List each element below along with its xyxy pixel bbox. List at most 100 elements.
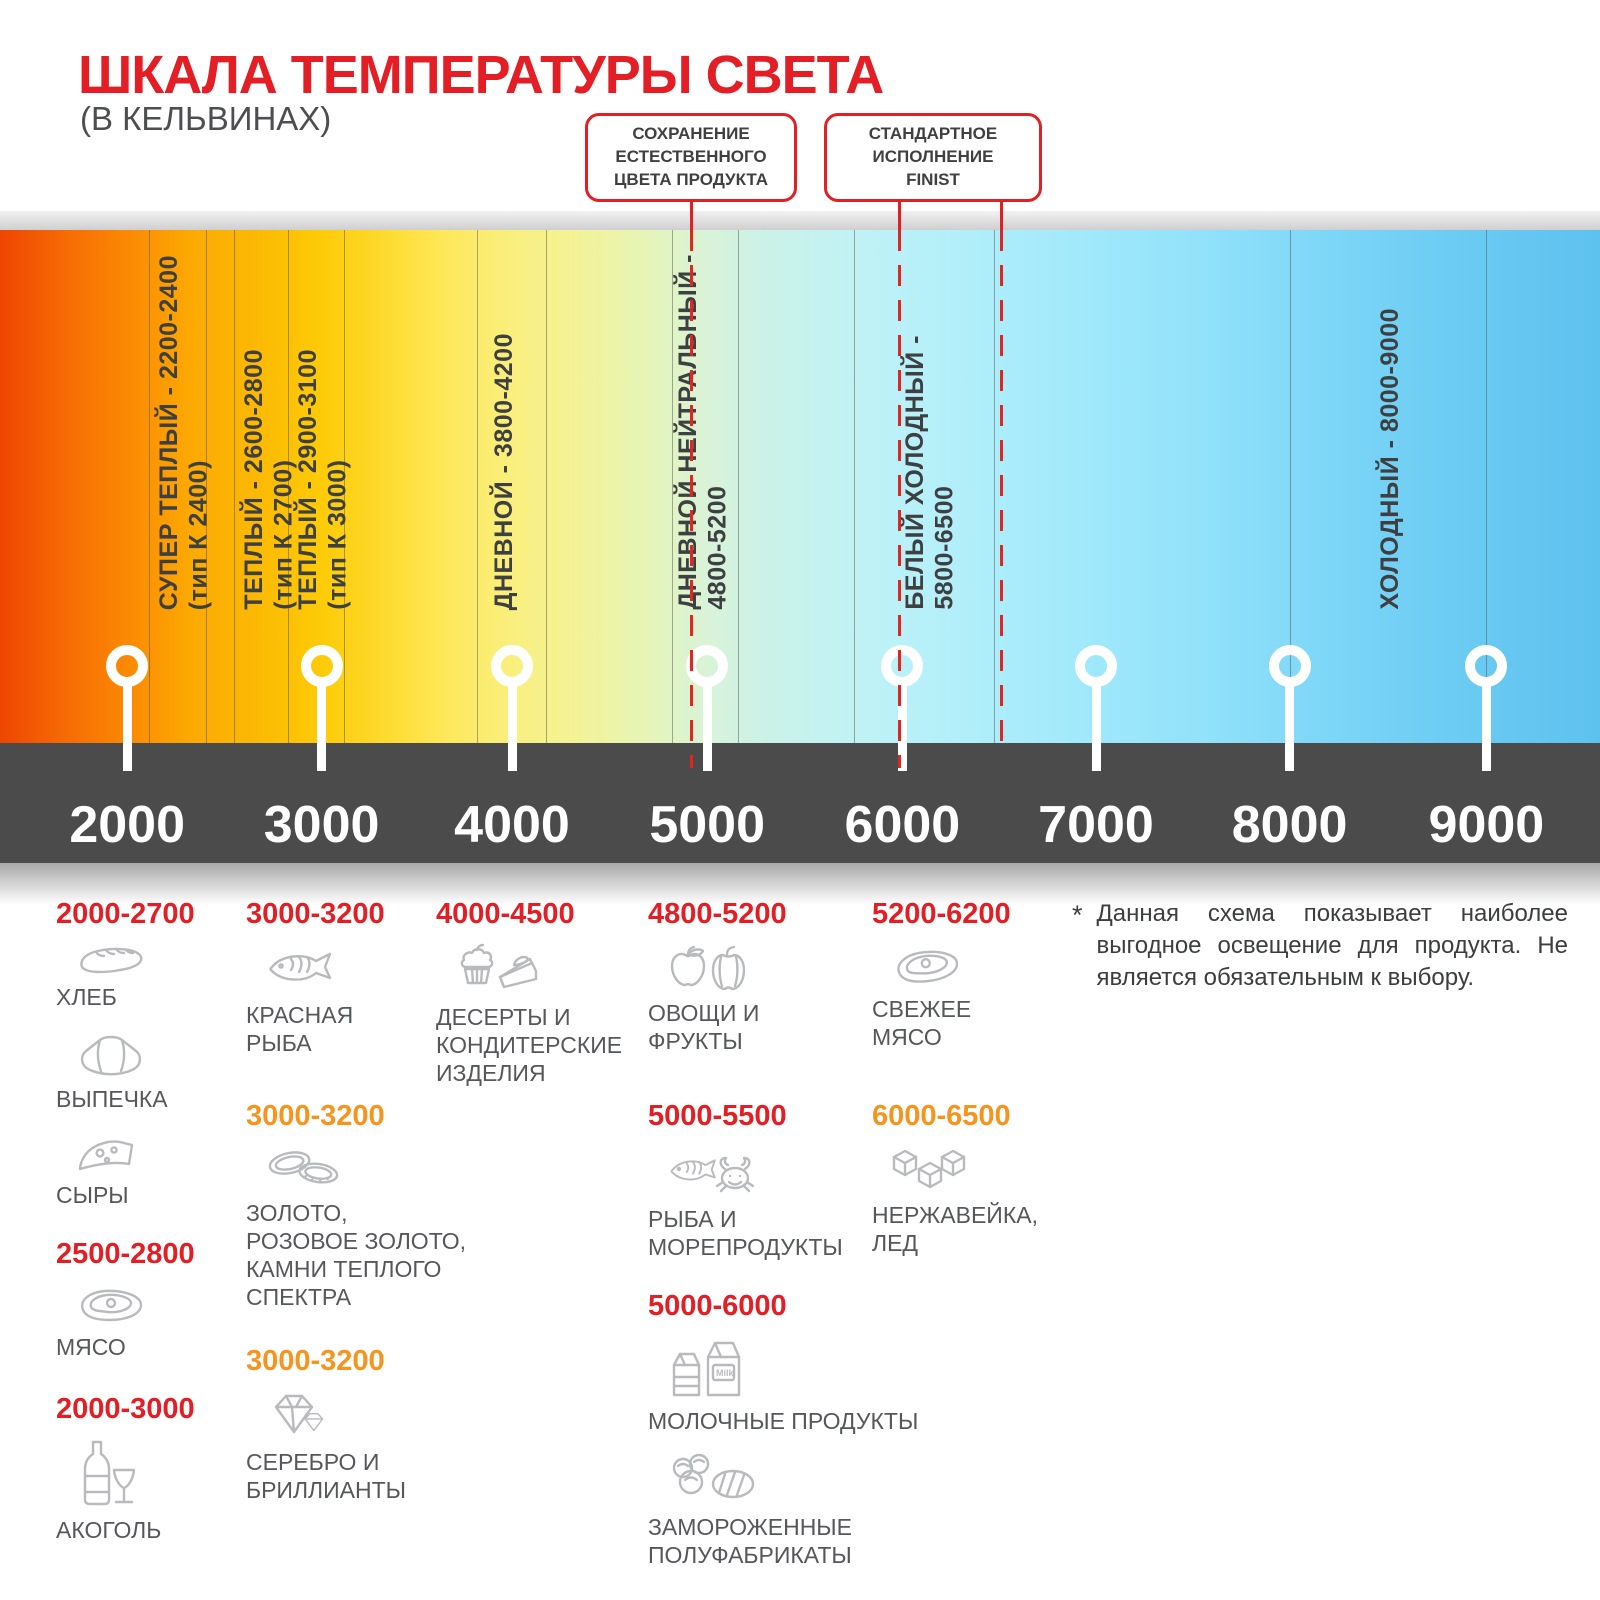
- band-label-warm-3000: ТЕПЛЫЙ - 2900-3100 (тип К 3000): [294, 349, 352, 610]
- range-heading: 2000-3000: [56, 1393, 195, 1425]
- page-subtitle: (В КЕЛЬВИНАХ): [80, 100, 332, 137]
- product-label: МОЛОЧНЫЕ ПРОДУКТЫ: [648, 1408, 919, 1434]
- product-item-silver-diamonds: СЕРЕБРО И БРИЛЛИАНТЫ: [246, 1390, 446, 1504]
- product-group-3000-3200-fish: 3000-3200 КРАСНАЯ РЫБА: [246, 898, 446, 1073]
- band-label-super-warm: СУПЕР ТЕПЛЫЙ - 2200-2400 (тип К 2400): [155, 254, 213, 610]
- range-heading: 5200-6200: [872, 898, 1011, 930]
- range-heading: 3000-3200: [246, 1345, 385, 1377]
- axis-tick-9000: 9000: [1428, 796, 1545, 854]
- range-heading: 2000-2700: [56, 898, 195, 930]
- product-group-2500-2800: 2500-2800 МЯСО: [56, 1238, 246, 1377]
- product-item-cheese: СЫРЫ: [56, 1129, 246, 1209]
- range-heading: 2500-2800: [56, 1238, 195, 1270]
- page-title: ШКАЛА ТЕМПЕРАТУРЫ СВЕТА: [78, 45, 884, 105]
- svg-text:Milk: Milk: [716, 1368, 734, 1378]
- axis-tick-8000: 8000: [1231, 796, 1348, 854]
- axis-tick-4000: 4000: [454, 796, 570, 854]
- product-item-desserts: ДЕСЕРТЫ И КОНДИТЕРСКИЕ ИЗДЕЛИЯ: [436, 943, 646, 1087]
- product-item-dairy: Milk МОЛОЧНЫЕ ПРОДУКТЫ: [648, 1335, 938, 1435]
- product-item-seafood: РЫБА И МОРЕПРОДУКТЫ: [648, 1145, 908, 1261]
- product-item-red-fish: КРАСНАЯ РЫБА: [246, 943, 446, 1057]
- gridline: [288, 230, 289, 743]
- product-label: СЕРЕБРО И БРИЛЛИАНТЫ: [246, 1449, 407, 1504]
- frozen-icon: [672, 1453, 755, 1499]
- callout-leg-5000: [689, 200, 693, 231]
- gridline: [148, 230, 150, 743]
- product-item-vegetables: ОВОЩИ И ФРУКТЫ: [648, 943, 908, 1055]
- product-group-3000-3200-silver: 3000-3200 СЕРЕБРО И БРИЛЛИАНТЫ: [246, 1345, 446, 1520]
- range-heading: 6000-6500: [872, 1100, 1011, 1132]
- pin-7000: [1075, 645, 1117, 771]
- axis-tick-7000: 7000: [1038, 796, 1154, 854]
- band-label-daylight: ДНЕВНОЙ - 3800-4200: [489, 332, 518, 610]
- product-label: СЫРЫ: [56, 1182, 129, 1209]
- product-label: КРАСНАЯ РЫБА: [246, 1002, 354, 1057]
- callout-leg-6500: [1000, 200, 1003, 231]
- range-heading: 3000-3200: [246, 1100, 385, 1132]
- gridline: [233, 230, 235, 743]
- vegetables-icon: [670, 945, 746, 991]
- axis-tick-3000: 3000: [263, 796, 380, 854]
- gridline: [737, 230, 739, 743]
- product-group-5200-6200: 5200-6200 СВЕЖЕЕ МЯСО: [872, 898, 1072, 1067]
- seafood-icon: [670, 1156, 755, 1193]
- ice-icon: [892, 1149, 966, 1189]
- bread-icon: [80, 947, 143, 974]
- footnote-text: Данная схема показывает наиболее выгодно…: [1096, 900, 1568, 991]
- product-label: НЕРЖАВЕЙКА, ЛЕД: [872, 1202, 1038, 1257]
- callout-finist-standard: СТАНДАРТНОЕ ИСПОЛНЕНИЕ FINIST: [824, 113, 1042, 202]
- guide-dash-6000: [897, 230, 901, 768]
- product-group-6000-6500: 6000-6500 НЕРЖАВЕЙКА, ЛЕД: [872, 1100, 1082, 1273]
- product-label: ВЫПЕЧКА: [56, 1086, 168, 1113]
- meat-icon: [80, 1289, 143, 1322]
- product-item-ice: НЕРЖАВЕЙКА, ЛЕД: [872, 1145, 1082, 1257]
- product-label: ЗАМОРОЖЕННЫЕ ПОЛУФАБРИКАТЫ: [648, 1514, 853, 1569]
- product-group-2000-2700: 2000-2700 ХЛЕБ ВЫПЕЧКА СЫРЫ: [56, 898, 246, 1225]
- product-label: ДЕСЕРТЫ И КОНДИТЕРСКИЕ ИЗДЕЛИЯ: [436, 1004, 623, 1087]
- product-label: РЫБА И МОРЕПРОДУКТЫ: [648, 1206, 843, 1261]
- range-heading: 4800-5200: [648, 898, 787, 930]
- pin-8000: [1268, 645, 1311, 771]
- gridline: [206, 230, 208, 743]
- cheese-icon: [78, 1140, 134, 1171]
- axis-tick-2000: 2000: [69, 796, 186, 854]
- band-label-warm-2700: ТЕПЛЫЙ - 2600-2800 (тип К 2700): [240, 349, 298, 610]
- band-label-cold: ХОЛОДНЫЙ - 8000-9000: [1376, 308, 1404, 610]
- gridline: [854, 230, 856, 743]
- range-heading: 5000-6000: [648, 1290, 787, 1322]
- product-group-4000-4500: 4000-4500 ДЕСЕРТЫ И КОНДИТЕРСКИЕ ИЗДЕЛИЯ: [436, 898, 646, 1103]
- red-fish-icon: [269, 952, 332, 981]
- guide-dash-6500: [1000, 230, 1003, 743]
- product-label: ХЛЕБ: [56, 984, 117, 1010]
- product-label: ОВОЩИ И ФРУКТЫ: [648, 1000, 760, 1055]
- pin-6000: [881, 645, 924, 771]
- range-heading: 5000-5500: [648, 1100, 787, 1132]
- product-group-2000-3000: 2000-3000 АКОГОЛЬ: [56, 1393, 246, 1560]
- kelvin-axis-bar: 2000 3000 4000 5000 6000 7000 8000 9000: [0, 743, 1600, 863]
- product-item-gold: ЗОЛОТО, РОЗОВОЕ ЗОЛОТО, КАМНИ ТЕПЛОГО СП…: [246, 1145, 496, 1311]
- gold-rings-icon: [268, 1151, 339, 1184]
- product-label: АКОГОЛЬ: [56, 1517, 162, 1543]
- product-item-alcohol: АКОГОЛЬ: [56, 1438, 246, 1544]
- axis-bar-shadow: [0, 863, 1600, 905]
- product-item-bread: ХЛЕБ: [56, 943, 246, 1011]
- gridline: [1289, 230, 1291, 743]
- gridline: [344, 230, 345, 743]
- milk-icon: Milk: [672, 1341, 741, 1397]
- product-group-4800-5200: 4800-5200 ОВОЩИ И ФРУКТЫ: [648, 898, 908, 1071]
- fresh-meat-icon: [897, 950, 959, 983]
- footnote-star: *: [1072, 900, 1083, 930]
- range-heading: 4000-4500: [436, 898, 575, 930]
- product-group-5000-5500: 5000-5500 РЫБА И МОРЕПРОДУКТЫ: [648, 1100, 908, 1277]
- pin-4000: [491, 645, 533, 771]
- product-label: СВЕЖЕЕ МЯСО: [872, 996, 972, 1051]
- band-label-daylight-neutral: ДНЕВНОЙ НЕЙТРАЛЬНЫЙ -4800-5200: [673, 254, 732, 610]
- footnote: * Данная схема показывает наиболее выгод…: [1072, 898, 1568, 994]
- pin-3000: [300, 645, 343, 771]
- gridline: [545, 230, 547, 743]
- guide-dash-5000: [689, 230, 693, 768]
- pin-9000: [1465, 645, 1508, 771]
- gridline: [993, 230, 995, 743]
- product-item-fresh-meat: СВЕЖЕЕ МЯСО: [872, 943, 1072, 1051]
